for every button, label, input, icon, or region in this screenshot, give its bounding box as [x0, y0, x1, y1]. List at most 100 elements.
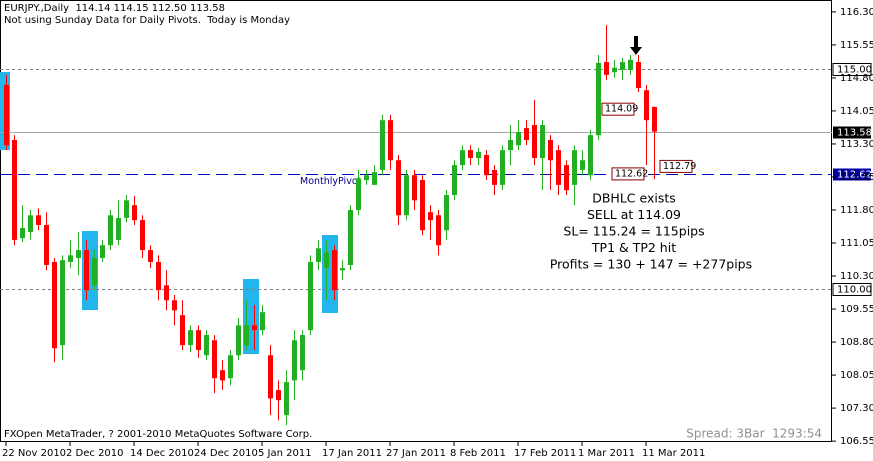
y-tick-label: 108.80: [840, 337, 873, 348]
candle-body: [628, 59, 633, 70]
candle-body: [92, 257, 97, 286]
price-label-box: [611, 167, 645, 181]
candle-body: [556, 150, 561, 185]
candle-body: [580, 160, 585, 170]
x-tick-label: 8 Feb 2011: [450, 448, 506, 459]
chart-title: EURJPY.,Daily 114.14 114.15 112.50 113.5…: [4, 3, 225, 14]
x-tick-label: 1 Mar 2011: [578, 448, 635, 459]
price-label: 112.79: [663, 161, 696, 172]
candle-body: [540, 125, 545, 159]
footer: FXOpen MetaTrader, ? 2001-2010 MetaQuote…: [4, 429, 312, 440]
y-tick-label: 113.30: [840, 139, 873, 150]
candle-body: [4, 84, 9, 146]
y-tick-label: 114.05: [840, 106, 873, 117]
plot-frame: [0, 0, 832, 442]
candle-body: [612, 67, 617, 73]
y-tick-label: 106.55: [840, 436, 873, 447]
candle-body: [340, 268, 345, 271]
candle-body: [284, 382, 289, 416]
candle-body: [236, 325, 241, 356]
y-tick-label: 115.55: [840, 40, 873, 51]
y-tick-label: 116.30: [840, 7, 873, 18]
candle-body: [492, 169, 497, 185]
candle-body: [652, 106, 657, 132]
candle-body: [532, 125, 537, 159]
price-label: 114.09: [605, 104, 638, 115]
candle-body: [404, 175, 409, 216]
level-box: [832, 283, 872, 296]
candle-body: [172, 300, 177, 311]
candle-body: [68, 255, 73, 262]
x-tick-label: 22 Nov 2010: [2, 448, 66, 459]
candle-body: [196, 330, 201, 350]
candle-body: [132, 205, 137, 221]
candle-body: [452, 165, 457, 196]
status: Spread: 3Bar 1293:54: [686, 427, 822, 441]
candle-body: [412, 175, 417, 201]
candle-body: [476, 151, 481, 159]
candle-body: [564, 165, 569, 191]
price-label: 112.62: [615, 168, 648, 179]
candle-body: [388, 120, 393, 161]
candle-body: [124, 200, 129, 218]
candle-body: [28, 215, 33, 233]
x-tick-label: 27 Jan 2011: [386, 448, 446, 459]
candle-body: [260, 312, 265, 331]
candle-body: [644, 90, 649, 121]
candle-body: [428, 212, 433, 221]
candle-body: [380, 120, 385, 170]
arrow: [630, 36, 642, 55]
candle-body: [204, 335, 209, 356]
candle-body: [396, 160, 401, 216]
candle-body: [36, 215, 41, 225]
candle-body: [636, 62, 641, 89]
price-label-box: [659, 159, 693, 173]
candle-body: [44, 224, 49, 266]
candle-body: [164, 285, 169, 301]
x-tick-label: 2 Dec 2010: [66, 448, 124, 459]
candle-body: [516, 132, 521, 146]
candle-body: [292, 340, 297, 381]
chart-subtitle: Not using Sunday Data for Daily Pivots. …: [4, 15, 290, 26]
y-tick-label: 111.05: [840, 238, 873, 249]
candle-body: [52, 261, 57, 349]
candle-body: [508, 139, 513, 151]
candle-body: [444, 195, 449, 231]
level-label: 115.00: [837, 65, 872, 76]
candle-body: [364, 175, 369, 181]
candle-body: [348, 209, 353, 266]
candle-body: [316, 248, 321, 262]
candle-body: [300, 335, 305, 371]
annotation: TP1 & TP2 hit: [591, 240, 676, 255]
candle-body: [148, 250, 153, 262]
candle-body: [108, 215, 113, 246]
x-tick-label: 17 Feb 2011: [514, 448, 576, 459]
candle-body: [596, 62, 601, 136]
candle-body: [308, 261, 313, 331]
candle-body: [188, 330, 193, 346]
y-tick-label: 112.55: [840, 172, 873, 183]
x-tick-label: 24 Dec 2010: [194, 448, 258, 459]
candle-body: [140, 220, 145, 251]
candle-body: [212, 340, 217, 379]
x-tick-label: 5 Jan 2011: [258, 448, 312, 459]
y-tick-label: 107.30: [840, 403, 873, 414]
candle-body: [468, 150, 473, 159]
candle-body: [524, 128, 529, 140]
candle-body: [572, 150, 577, 185]
candle-body: [100, 245, 105, 258]
y-tick-label: 111.80: [840, 205, 873, 216]
annotation: Profits = 130 + 147 = +277pips: [550, 257, 752, 272]
candle-body: [548, 139, 553, 161]
candle-body: [324, 252, 329, 269]
annotation: DBHLC exists: [592, 191, 676, 206]
level-label: 110.00: [837, 285, 872, 296]
level-label: 113.58: [837, 128, 872, 139]
level-name: MonthlyPivot: [300, 176, 362, 187]
candle-body: [84, 250, 89, 291]
candle-body: [156, 261, 161, 291]
annotation: SELL at 114.09: [587, 207, 681, 222]
candle-body: [604, 62, 609, 75]
x-tick-label: 17 Jan 2011: [322, 448, 382, 459]
